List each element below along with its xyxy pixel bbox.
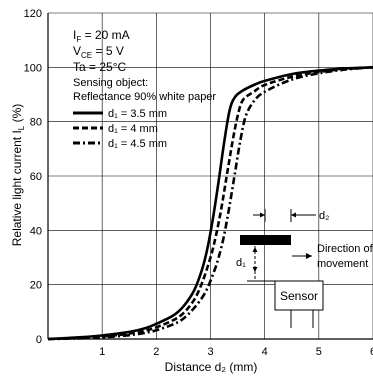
svg-text:Relative light current IL (%): Relative light current IL (%) [10, 104, 26, 247]
tick-labels: 0 20 40 60 80 100 120 1 2 3 4 5 6 [24, 8, 373, 358]
sensor-label: Sensor [280, 289, 318, 303]
sensor-box [274, 280, 324, 311]
inset-diagram: d₂ Direction of movement d₁ Sensor [236, 209, 373, 328]
movement-arrowhead [306, 253, 312, 259]
y-tick-label: 60 [30, 171, 42, 183]
y-tick-label: 120 [24, 8, 42, 20]
sensing-object-bar [240, 235, 291, 245]
y-tick-label: 100 [24, 62, 42, 74]
y-tick-label: 20 [30, 280, 42, 292]
sensing-object-label: Sensing object: [73, 77, 148, 89]
x-tick-label: 6 [370, 346, 373, 358]
legend-label-3-5mm: d₁ = 3.5 mm [108, 108, 167, 120]
series-layer [47, 66, 373, 341]
legend-label-4-5mm: d₁ = 4.5 mm [108, 138, 167, 150]
condition-if: IF = 20 mA [73, 28, 130, 44]
direction-label-1: Direction of [317, 243, 373, 255]
d1-label: d₁ [236, 257, 246, 269]
condition-vce: VCE = 5 V [73, 44, 124, 60]
y-axis-title: Relative light current IL (%) [10, 104, 26, 247]
d1-arrowhead-bottom [252, 267, 258, 272]
conditions-block: IF = 20 mA VCE = 5 V Ta = 25°C Sensing o… [73, 28, 216, 103]
axes [47, 13, 373, 340]
y-tick-label: 80 [30, 117, 42, 129]
series-d1-4mm [47, 66, 373, 341]
d2-arrowhead-right [291, 212, 296, 218]
direction-label-2: movement [317, 258, 368, 270]
legend: d₁ = 3.5 mm d₁ = 4 mm d₁ = 4.5 mm [73, 108, 167, 150]
series-d1-4-5mm [47, 66, 373, 341]
y-tick-label: 0 [36, 334, 42, 346]
d2-arrowhead-left [260, 212, 265, 218]
x-tick-label: 1 [99, 346, 105, 358]
x-tick-label: 4 [262, 346, 268, 358]
sensing-object-value: Reflectance 90% white paper [73, 91, 216, 103]
x-tick-label: 5 [316, 346, 322, 358]
x-axis-title: Distance d₂ (mm) [165, 360, 258, 374]
grid [48, 12, 373, 339]
x-tick-label: 2 [153, 346, 159, 358]
x-tick-label: 3 [207, 346, 213, 358]
series-d1-3-5mm [47, 66, 373, 341]
d1-arrowhead-top [252, 247, 258, 252]
d2-label: d₂ [319, 210, 329, 222]
condition-ta: Ta = 25°C [73, 60, 126, 74]
legend-label-4mm: d₁ = 4 mm [108, 123, 158, 135]
y-tick-label: 40 [30, 225, 42, 237]
